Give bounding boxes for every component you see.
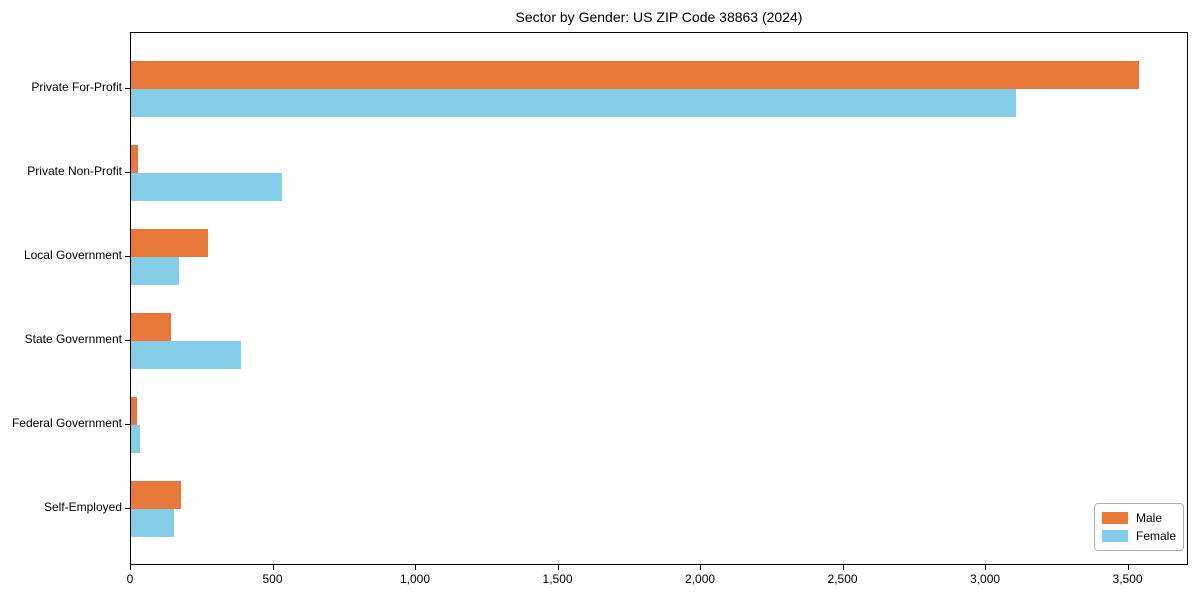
- legend-label-male: Male: [1136, 511, 1163, 525]
- ytick-label-federal-government: Federal Government: [11, 416, 122, 430]
- legend: Male Female: [1094, 503, 1184, 551]
- ytick-label-state-government: State Government: [24, 332, 122, 346]
- bar-male-private-for-profit: [131, 61, 1139, 89]
- xtick-label-2000: 2,000: [685, 572, 716, 586]
- bar-female-state-government: [131, 341, 241, 369]
- bar-male-self-employed: [131, 481, 181, 509]
- xtick-label-1500: 1,500: [542, 572, 573, 586]
- ytick-label-private-for-profit: Private For-Profit: [31, 80, 122, 94]
- legend-swatch-female: [1102, 530, 1128, 542]
- ytick-label-local-government: Local Government: [23, 248, 122, 262]
- ytick-mark: [125, 172, 130, 173]
- bar-male-state-government: [131, 313, 171, 341]
- bar-female-federal-government: [131, 425, 140, 453]
- chart-title: Sector by Gender: US ZIP Code 38863 (202…: [515, 9, 803, 25]
- xtick-label-0: 0: [126, 572, 134, 586]
- legend-label-female: Female: [1136, 529, 1177, 543]
- xtick-label-500: 500: [262, 572, 283, 586]
- legend-item-female: Female: [1102, 527, 1176, 545]
- ytick-mark: [125, 88, 130, 89]
- ytick-mark: [125, 424, 130, 425]
- xtick-label-3500: 3,500: [1112, 572, 1143, 586]
- bar-female-private-non-profit: [131, 173, 282, 201]
- ytick-mark: [125, 340, 130, 341]
- xtick-mark: [985, 565, 987, 570]
- xtick-mark: [415, 565, 417, 570]
- xtick-mark: [1127, 565, 1129, 570]
- xtick-mark: [557, 565, 559, 570]
- bar-male-private-non-profit: [131, 145, 138, 173]
- xtick-mark: [700, 565, 702, 570]
- xtick-mark: [272, 565, 274, 570]
- ytick-mark: [125, 256, 130, 257]
- xtick-mark: [130, 565, 131, 570]
- bar-male-local-government: [131, 229, 208, 257]
- xtick-label-1000: 1,000: [400, 572, 431, 586]
- xtick-label-2500: 2,500: [827, 572, 858, 586]
- legend-item-male: Male: [1102, 509, 1176, 527]
- xtick-mark: [842, 565, 844, 570]
- bar-female-private-for-profit: [131, 89, 1016, 117]
- ytick-label-private-non-profit: Private Non-Profit: [27, 164, 122, 178]
- bar-female-self-employed: [131, 509, 174, 537]
- ytick-mark: [125, 508, 130, 509]
- legend-swatch-male: [1102, 512, 1128, 524]
- plot-area: Male Female: [130, 32, 1188, 565]
- bar-female-local-government: [131, 257, 179, 285]
- bar-male-federal-government: [131, 397, 137, 425]
- ytick-label-self-employed: Self-Employed: [43, 500, 122, 514]
- xtick-label-3000: 3,000: [970, 572, 1001, 586]
